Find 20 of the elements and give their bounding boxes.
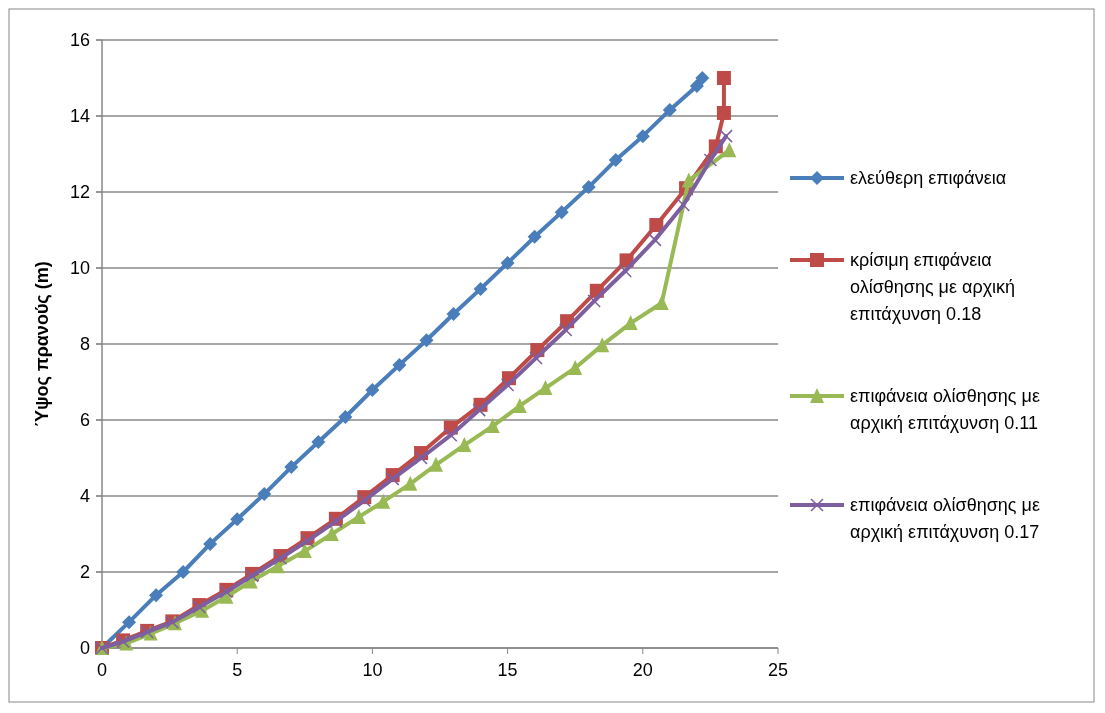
x-tick-label: 0 — [96, 660, 108, 680]
y-tick-label: 8 — [79, 334, 90, 355]
x-tick-label: 15 — [497, 660, 518, 680]
x-tick-label: 25 — [767, 660, 789, 680]
y-axis-title: Ύψος πρανούς (m) — [32, 261, 52, 427]
y-tick-label: 6 — [79, 410, 90, 431]
y-tick-label: 2 — [79, 562, 90, 583]
legend-label: επιφάνεια ολίσθησης με αρχική επιτάχυνση 0.11 — [850, 386, 1040, 434]
y-tick-label: 0 — [79, 638, 90, 659]
legend-label: κρίσιμη επιφάνεια ολίσθησης με αρχική επιτάχυνση 0.18 — [850, 250, 1016, 325]
y-tick-label: 12 — [69, 182, 90, 203]
legend-label: ελεύθερη επιφάνεια — [850, 168, 1007, 189]
y-tick-label: 4 — [79, 486, 90, 507]
y-tick-label: 14 — [69, 106, 90, 127]
x-tick-label: 20 — [632, 660, 653, 680]
y-tick-label: 10 — [69, 258, 90, 279]
y-tick-label: 16 — [69, 30, 90, 51]
x-tick-label: 5 — [232, 660, 243, 680]
legend-label: επιφάνεια ολίσθησης με αρχική επιτάχυνση 0.17 — [850, 495, 1040, 543]
x-tick-label: 10 — [362, 660, 383, 680]
